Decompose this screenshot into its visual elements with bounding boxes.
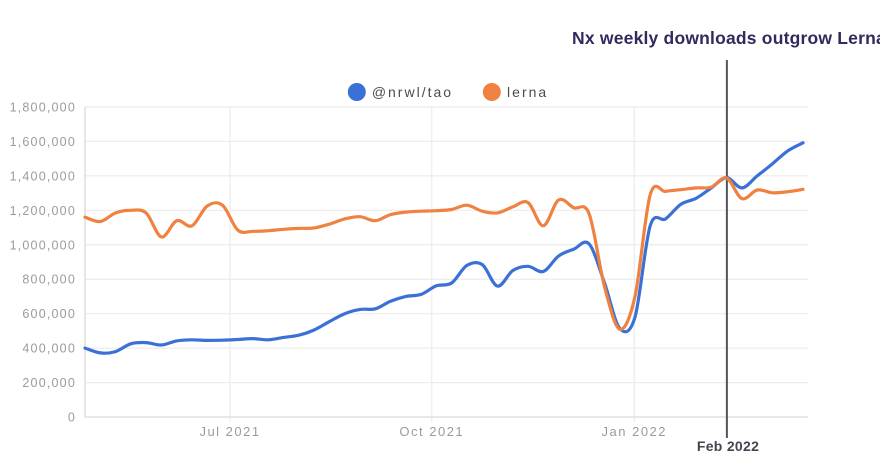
series-line-lerna[interactable] bbox=[83, 176, 805, 331]
y-tick-label: 1,600,000 bbox=[10, 135, 76, 149]
annotation-label: Feb 2022 bbox=[696, 438, 760, 454]
y-tick-label: 1,800,000 bbox=[10, 101, 76, 115]
y-tick-label: 0 bbox=[68, 411, 76, 425]
y-tick-label: 1,000,000 bbox=[10, 238, 76, 252]
series-line-nrwl-tao[interactable] bbox=[83, 141, 805, 355]
x-tick-label: Jan 2022 bbox=[602, 424, 668, 439]
legend: @nrwl/tao lerna bbox=[347, 83, 548, 101]
y-tick-label: 1,200,000 bbox=[10, 204, 76, 218]
y-tick-label: 400,000 bbox=[22, 342, 76, 356]
legend-dot-icon bbox=[483, 83, 502, 101]
legend-item-lerna[interactable]: lerna bbox=[483, 83, 548, 101]
legend-dot-icon bbox=[347, 83, 366, 101]
legend-label: lerna bbox=[507, 84, 549, 100]
legend-item-nrwl-tao[interactable]: @nrwl/tao bbox=[347, 83, 454, 101]
legend-label: @nrwl/tao bbox=[371, 84, 454, 100]
y-tick-label: 200,000 bbox=[22, 376, 76, 390]
x-tick-label: Oct 2021 bbox=[399, 424, 464, 439]
y-tick-label: 1,400,000 bbox=[10, 169, 76, 183]
y-tick-label: 800,000 bbox=[22, 273, 76, 287]
y-tick-label: 600,000 bbox=[22, 307, 76, 321]
chart-title: Nx weekly downloads outgrow Lerna bbox=[572, 28, 880, 48]
x-tick-label: Jul 2021 bbox=[199, 424, 260, 439]
